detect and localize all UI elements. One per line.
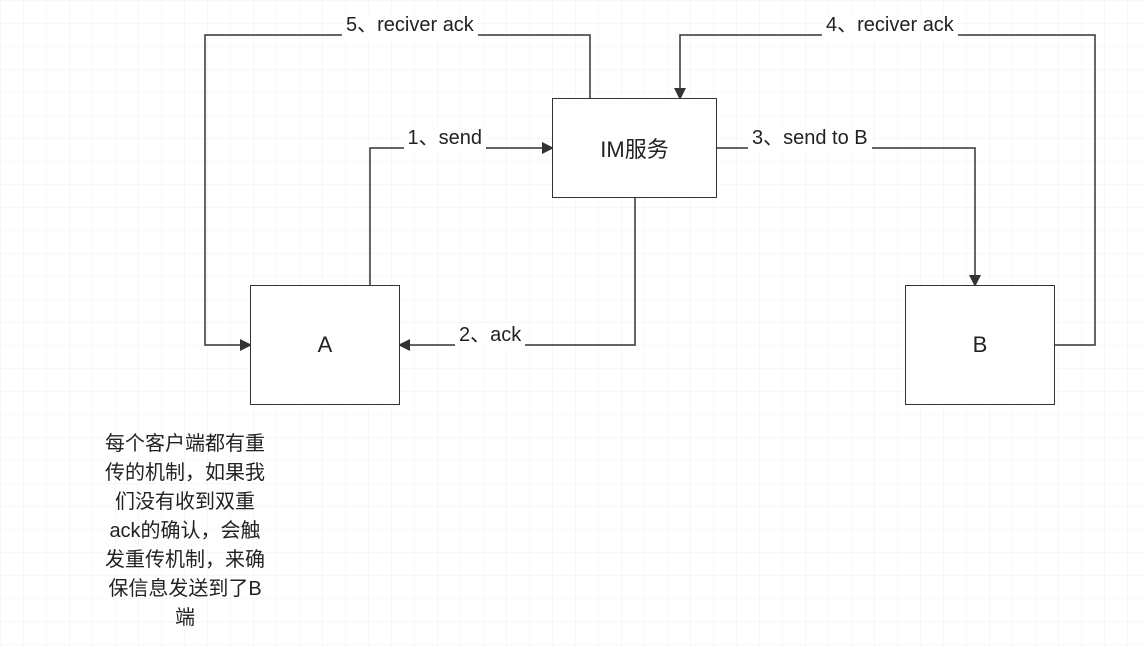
node-b: B	[905, 285, 1055, 405]
retransmission-note: 每个客户端都有重 传的机制，如果我 们没有收到双重 ack的确认，会触 发重传机…	[75, 430, 295, 633]
edge-label-1-send: 1、send	[404, 126, 487, 150]
edge-label-2-ack: 2、ack	[455, 323, 525, 347]
diagram-stage: A IM服务 B 1、send 2、ack 3、send to B 4、reci…	[0, 0, 1147, 646]
node-b-label: B	[973, 332, 988, 358]
edge-label-5-reciver-ack: 5、reciver ack	[342, 13, 478, 37]
node-im-service-label: IM服务	[600, 132, 668, 164]
node-a-label: A	[318, 332, 333, 358]
edge-label-3-send-to-b: 3、send to B	[748, 126, 872, 150]
edge-label-4-reciver-ack: 4、reciver ack	[822, 13, 958, 37]
node-a: A	[250, 285, 400, 405]
node-im-service: IM服务	[552, 98, 717, 198]
